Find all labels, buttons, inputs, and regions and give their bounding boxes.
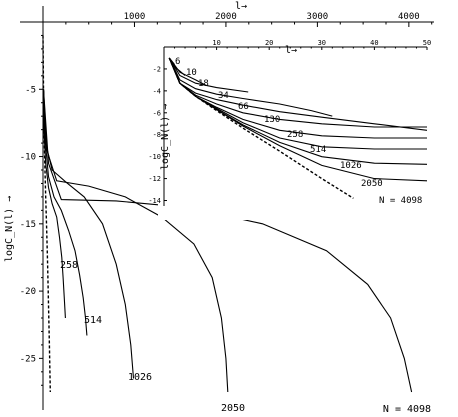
main-asymptote bbox=[42, 35, 51, 393]
inset-x-tick-label: 30 bbox=[318, 39, 326, 47]
inset-x-tick-label: 40 bbox=[370, 39, 378, 47]
main-x-tick-label: 3000 bbox=[307, 12, 329, 22]
main-y-tick-label: -25 bbox=[20, 354, 36, 364]
inset-x-tick-label: 20 bbox=[265, 39, 273, 47]
main-series-label: 2050 bbox=[221, 403, 245, 414]
main-labels: 258 514 1026 2050 N = 4098 bbox=[60, 260, 431, 415]
inset-axes: 10 20 30 40 50 -2 -4 -6 -8 -10 -12 -14 bbox=[148, 39, 431, 206]
main-plot: 1000 2000 3000 4000-5-10-15-20-25 258514102… bbox=[4, 1, 434, 415]
inset-curves bbox=[168, 57, 428, 199]
inset-asymptote bbox=[168, 57, 354, 199]
inset-series-label: 18 bbox=[198, 79, 209, 89]
inset-series-label: 130 bbox=[264, 115, 280, 125]
main-x-tick-label: 4000 bbox=[398, 12, 420, 22]
inset-series-10 bbox=[168, 57, 428, 182]
main-y-tick-label: -20 bbox=[20, 287, 36, 297]
inset-series-label: 6 bbox=[175, 57, 180, 67]
main-series-label: 514 bbox=[84, 315, 102, 326]
main-x-tick-label: 2000 bbox=[215, 12, 237, 22]
inset-series-2 bbox=[168, 57, 207, 86]
inset-y-tick-label: -2 bbox=[153, 65, 161, 73]
inset-x-tick-label: 10 bbox=[212, 39, 220, 47]
inset-series-label: N = 4098 bbox=[379, 196, 422, 206]
inset-y-tick-label: -10 bbox=[148, 153, 161, 161]
inset-series-label: 258 bbox=[287, 130, 303, 140]
inset-background bbox=[158, 40, 438, 220]
inset-series-label: 514 bbox=[310, 145, 326, 155]
inset-series-5 bbox=[168, 57, 428, 131]
main-y-tick-label: -5 bbox=[25, 85, 36, 95]
main-series-label: 258 bbox=[60, 260, 78, 271]
inset-y-axis-title: logC_N(l) → bbox=[160, 104, 171, 170]
main-x-tick-label: 1000 bbox=[124, 12, 146, 22]
main-series-label: N = 4098 bbox=[383, 404, 431, 415]
inset-y-tick-label: -6 bbox=[153, 109, 161, 117]
inset-series-label: 34 bbox=[218, 91, 229, 101]
inset-y-tick-label: -14 bbox=[148, 197, 161, 205]
inset-series-label: 1026 bbox=[340, 161, 362, 171]
inset-y-tick-label: -4 bbox=[153, 87, 161, 95]
inset-series-label: 10 bbox=[186, 68, 197, 78]
inset-series-3 bbox=[168, 57, 249, 93]
inset-plot: 10 20 30 40 50-2-4-6-8-10-12-14 610183466130… bbox=[148, 39, 438, 220]
main-x-axis-title: l→ bbox=[235, 1, 247, 12]
main-y-tick-label: -10 bbox=[20, 153, 36, 163]
inset-y-tick-label: -8 bbox=[153, 131, 161, 139]
main-series-1 bbox=[42, 89, 88, 336]
main-series-label: 1026 bbox=[128, 372, 152, 383]
inset-series-label: 2050 bbox=[361, 179, 383, 189]
inset-y-tick-label: -12 bbox=[148, 175, 161, 183]
main-series-2 bbox=[42, 89, 135, 379]
main-series-4 bbox=[42, 89, 413, 393]
inset-x-axis-title: l→ bbox=[285, 45, 297, 56]
main-series-0 bbox=[42, 89, 66, 319]
inset-x-tick-label: 50 bbox=[423, 39, 431, 47]
main-y-tick-label: -15 bbox=[20, 220, 36, 230]
inset-series-4 bbox=[168, 57, 333, 117]
main-y-axis-title: logC_N(l) → bbox=[4, 196, 15, 262]
inset-series-label: 66 bbox=[238, 102, 249, 112]
